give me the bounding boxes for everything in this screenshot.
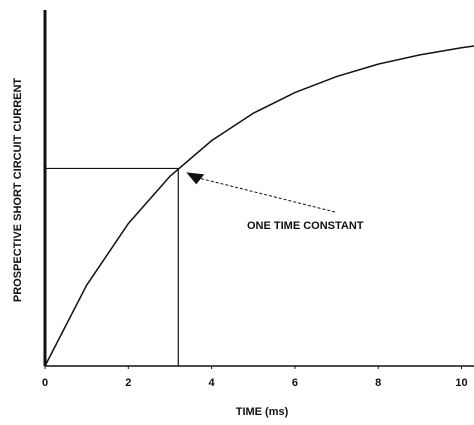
annotation-text: ONE TIME CONSTANT [247,220,364,232]
curve [44,45,474,367]
x-tick-label: 8 [375,377,381,389]
x-tick-label: 6 [292,377,298,389]
y-axis-label: PROSPECTIVE SHORT CIRCUIT CURRENT [12,78,24,303]
x-tick-label: 2 [125,377,131,389]
x-tick-label: 10 [455,377,467,389]
x-tick-label: 4 [209,377,216,389]
x-tick-label: 0 [42,377,48,389]
arrow-head [186,172,205,185]
x-axis-label: TIME (ms) [236,406,289,418]
annotation-arrow [196,176,336,213]
